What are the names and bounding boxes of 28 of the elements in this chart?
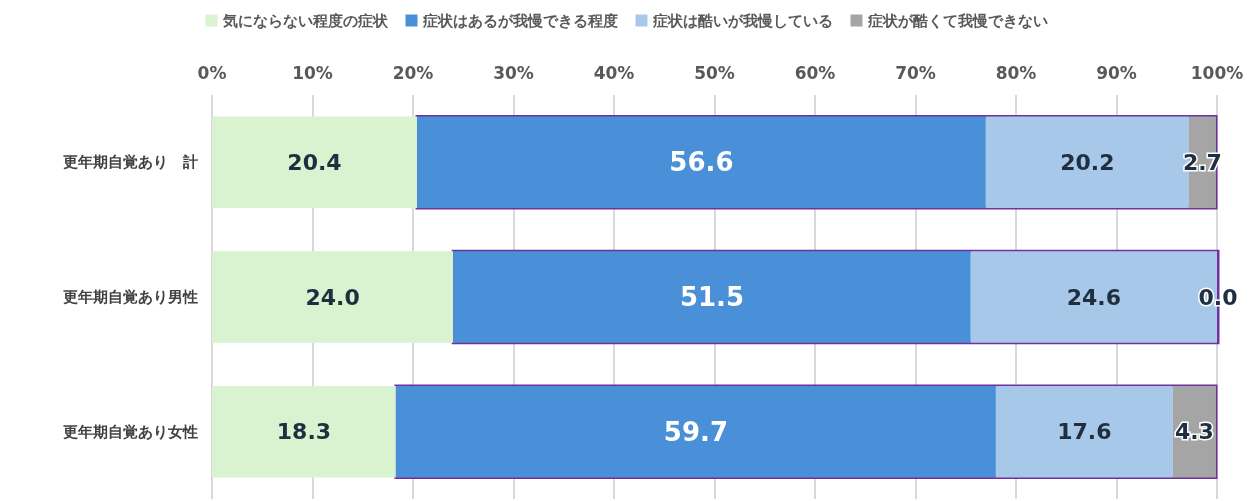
data-label: 24.6 xyxy=(1066,284,1122,310)
legend-label: 症状は酷いが我慢している xyxy=(651,11,833,30)
x-tick-label: 60% xyxy=(794,62,836,83)
y-tick-label: 更年期自覚あり男性 xyxy=(63,288,198,306)
data-label: 59.7 xyxy=(663,416,728,447)
legend-label: 症状はあるが我慢できる程度 xyxy=(421,11,618,30)
data-label: 4.3 xyxy=(1174,419,1214,445)
data-label: 24.0 xyxy=(305,284,360,310)
legend-label: 症状が酷くて我慢できない xyxy=(866,11,1048,30)
x-tick-label: 70% xyxy=(895,62,936,83)
data-label: 17.6 xyxy=(1057,419,1112,445)
y-tick-label: 更年期自覚あり女性 xyxy=(63,422,198,441)
data-label: 56.6 xyxy=(669,147,734,178)
legend-label: 気にならない程度の症状 xyxy=(221,11,389,30)
data-label: 20.2 xyxy=(1060,149,1115,175)
x-tick-label: 80% xyxy=(995,62,1037,83)
x-tick-label: 0% xyxy=(197,62,227,83)
x-tick-label: 40% xyxy=(593,62,635,83)
data-label: 18.3 xyxy=(276,419,332,445)
data-label: 51.5 xyxy=(679,282,745,312)
y-tick-label: 更年期自覚あり 計 xyxy=(63,153,198,172)
x-tick-label: 30% xyxy=(493,62,534,83)
x-tick-label: 50% xyxy=(694,62,735,83)
x-tick-label: 90% xyxy=(1096,62,1137,83)
x-tick-label: 100% xyxy=(1190,62,1244,83)
data-label: 20.4 xyxy=(287,149,342,175)
x-tick-label: 20% xyxy=(392,62,434,83)
x-tick-label: 10% xyxy=(292,62,333,83)
